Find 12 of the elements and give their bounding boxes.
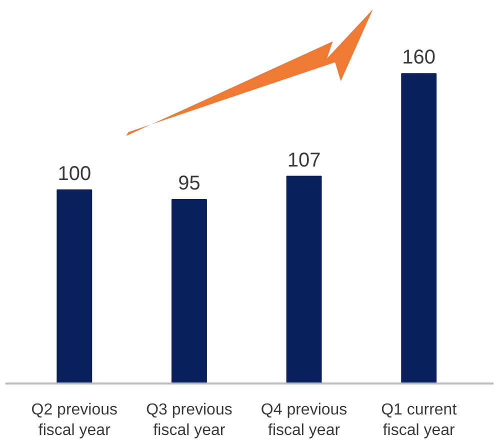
x-tick-label: Q4 previous fiscal year <box>260 402 348 439</box>
x-tick-label: Q1 current fiscal year <box>381 402 458 439</box>
bar <box>286 176 322 384</box>
bar <box>56 189 92 384</box>
x-tick-label: Q2 previous fiscal year <box>31 402 118 439</box>
data-label: 100 <box>58 162 92 185</box>
bar <box>401 73 437 384</box>
x-tick-label: Q3 previous fiscal year <box>146 402 232 439</box>
data-label: 160 <box>402 46 436 69</box>
bar <box>171 199 207 384</box>
data-label: 95 <box>178 172 200 195</box>
data-label: 107 <box>287 149 321 172</box>
